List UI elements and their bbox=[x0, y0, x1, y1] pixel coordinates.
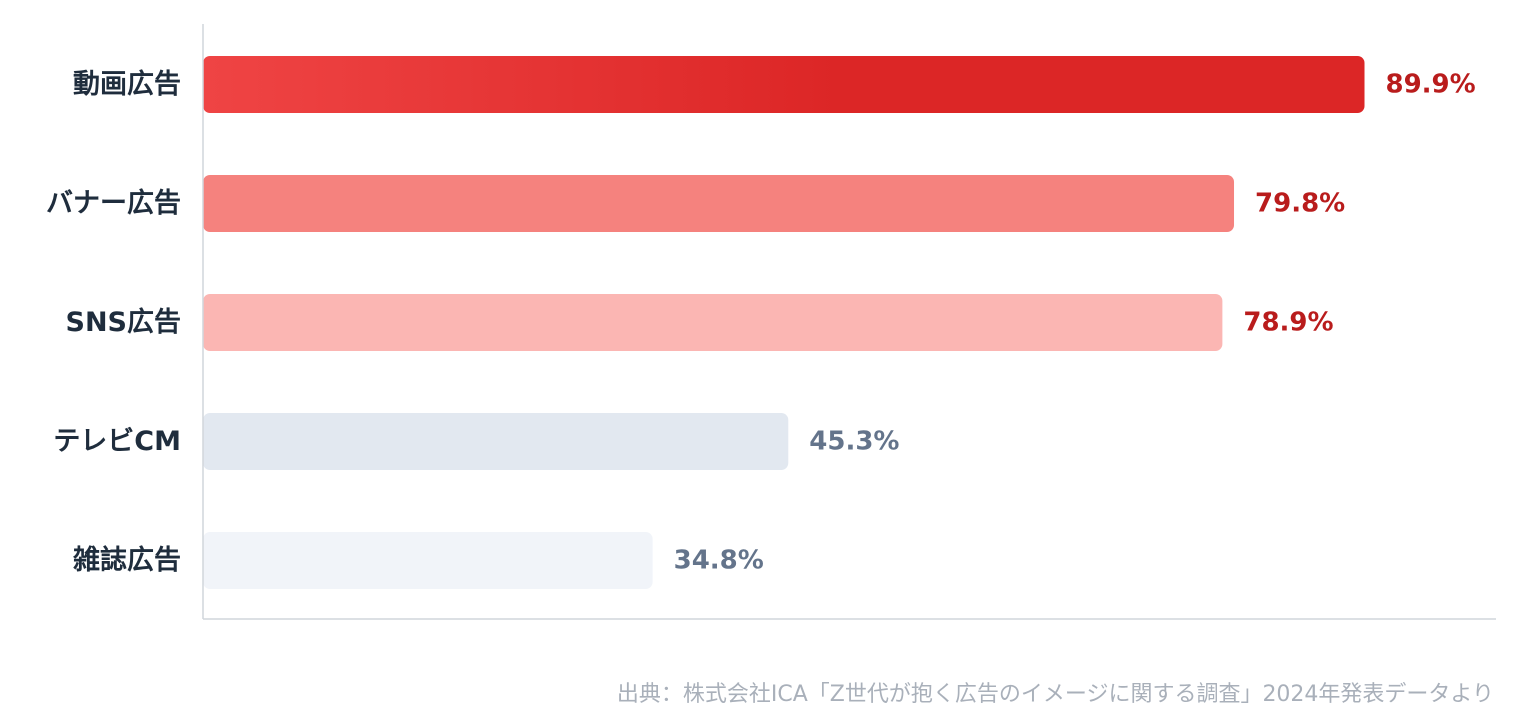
category-label-2: バナー広告 bbox=[46, 187, 181, 219]
bar-2 bbox=[203, 175, 1235, 232]
bar-5 bbox=[203, 532, 653, 589]
source-note: 出典：株式会社ICA「Z世代が抱く広告のイメージに関する調査」2024年発表デー… bbox=[616, 682, 1494, 707]
value-label-3: 78.9% bbox=[1243, 308, 1333, 338]
category-label-1: 動画広告 bbox=[73, 68, 181, 100]
value-label-4: 45.3% bbox=[809, 427, 899, 457]
bar-4 bbox=[203, 413, 789, 470]
value-label-1: 89.9% bbox=[1386, 70, 1476, 100]
bar-3 bbox=[203, 294, 1223, 351]
bars-layer bbox=[203, 56, 1365, 589]
category-label-4: テレビCM bbox=[53, 426, 181, 457]
category-label-3: SNS広告 bbox=[66, 306, 182, 338]
bar-1 bbox=[203, 56, 1365, 113]
labels-layer: 動画広告 89.9% バナー広告 79.8% SNS広告 78.9% テレビCM 45.3% 雑… bbox=[46, 68, 1476, 576]
category-label-5: 雑誌広告 bbox=[72, 544, 181, 576]
value-label-5: 34.8% bbox=[674, 546, 764, 576]
value-label-2: 79.8% bbox=[1255, 189, 1345, 219]
